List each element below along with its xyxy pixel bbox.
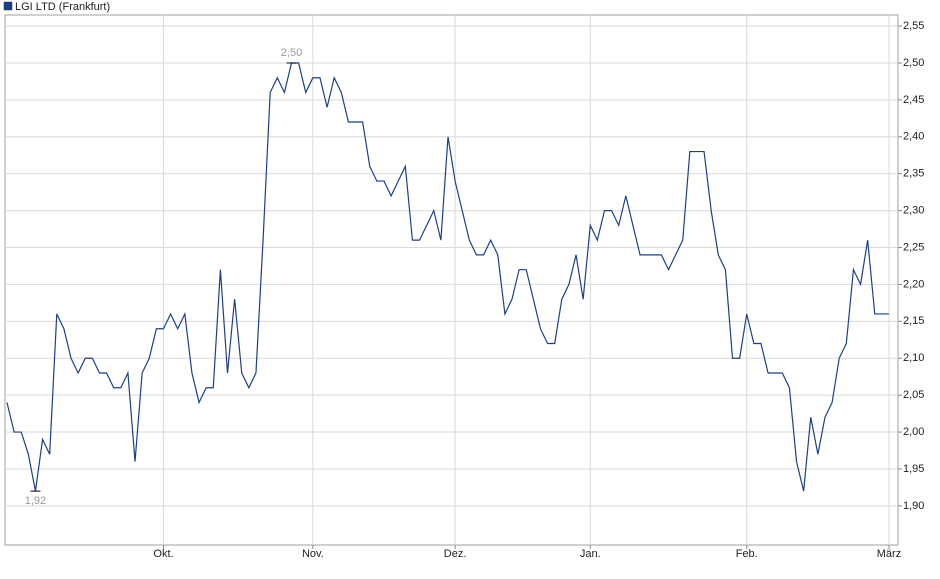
y-tick-label: 2,30 <box>903 205 924 217</box>
x-tick-label: Dez. <box>444 548 467 560</box>
price-line <box>6 62 889 492</box>
legend-swatch <box>3 1 13 11</box>
y-tick-label: 2,05 <box>903 389 924 401</box>
y-tick-label: 2,35 <box>903 168 924 180</box>
y-tick-label: 2,55 <box>903 20 924 32</box>
y-tick-label: 2,45 <box>903 94 924 106</box>
y-tick-label: 2,15 <box>903 315 924 327</box>
y-tick-label: 2,25 <box>903 241 924 253</box>
y-tick-label: 1,95 <box>903 463 924 475</box>
x-tick-label: Feb. <box>736 548 758 560</box>
plot-frame <box>4 14 899 546</box>
x-tick-label: Okt. <box>153 548 173 560</box>
x-tick-label: Jan. <box>580 548 601 560</box>
annotation-label: 2,50 <box>281 47 302 59</box>
x-tick-label: Nov. <box>302 548 324 560</box>
legend-label: LGI LTD (Frankfurt) <box>15 1 110 13</box>
y-tick-label: 2,10 <box>903 352 924 364</box>
y-tick-label: 1,90 <box>903 500 924 512</box>
y-tick-label: 2,40 <box>903 131 924 143</box>
y-tick-label: 2,00 <box>903 426 924 438</box>
x-tick-label: März <box>877 548 901 560</box>
y-tick-label: 2,20 <box>903 278 924 290</box>
annotation-label: 1,92 <box>25 495 46 507</box>
y-tick-label: 2,50 <box>903 57 924 69</box>
